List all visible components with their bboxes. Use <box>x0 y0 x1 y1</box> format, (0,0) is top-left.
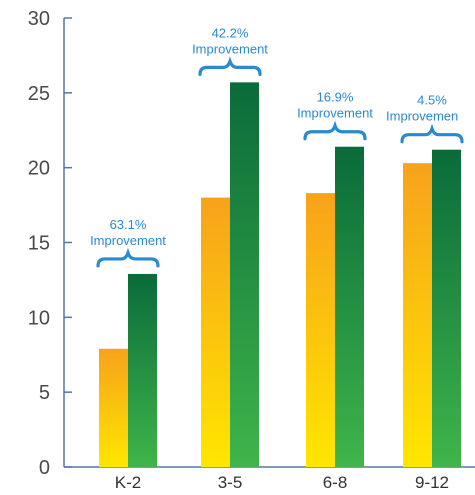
bar-series-2 <box>128 273 157 467</box>
y-tick-label: 5 <box>39 382 50 404</box>
improvement-brace <box>400 123 464 144</box>
y-axis-ticks: 0 5 10 15 20 25 30 <box>28 8 72 479</box>
y-tick-label: 30 <box>28 8 50 30</box>
y-tick-label: 10 <box>28 307 50 329</box>
improvement-brace <box>198 56 262 76</box>
y-tick-label: 25 <box>28 83 50 105</box>
bars <box>99 82 461 468</box>
improvement-label: Improvemen <box>386 109 458 124</box>
improvement-label: Improvement <box>297 106 373 121</box>
improvement-percent: 16.9% <box>317 90 354 105</box>
annotations: 63.1%Improvement42.2%Improvement16.9%Imp… <box>90 25 464 268</box>
improvement-percent: 4.5% <box>417 93 447 108</box>
bar-series-1 <box>99 348 128 467</box>
bar-series-1 <box>201 197 230 467</box>
y-tick-label: 15 <box>28 233 50 255</box>
y-tick-label: 20 <box>28 158 50 180</box>
improvement-label: Improvement <box>90 233 166 248</box>
improvement-brace <box>303 120 367 141</box>
bar-series-1 <box>306 193 335 468</box>
improvement-brace <box>96 247 160 268</box>
improvement-label: Improvement <box>192 41 268 56</box>
x-tick-label: 3-5 <box>218 473 243 492</box>
improvement-percent: 42.2% <box>212 25 249 40</box>
bar-series-1 <box>403 163 432 467</box>
improvement-percent: 63.1% <box>110 217 147 232</box>
y-tick-label: 0 <box>39 457 50 479</box>
x-tick-label: 9-12 <box>415 473 449 492</box>
x-tick-label: K-2 <box>115 473 141 492</box>
x-axis-labels: K-2 3-5 6-8 9-12 <box>115 473 449 492</box>
bar-series-2 <box>432 149 461 467</box>
bar-series-2 <box>230 82 259 468</box>
x-tick-label: 6-8 <box>323 473 348 492</box>
bar-series-2 <box>335 146 364 468</box>
